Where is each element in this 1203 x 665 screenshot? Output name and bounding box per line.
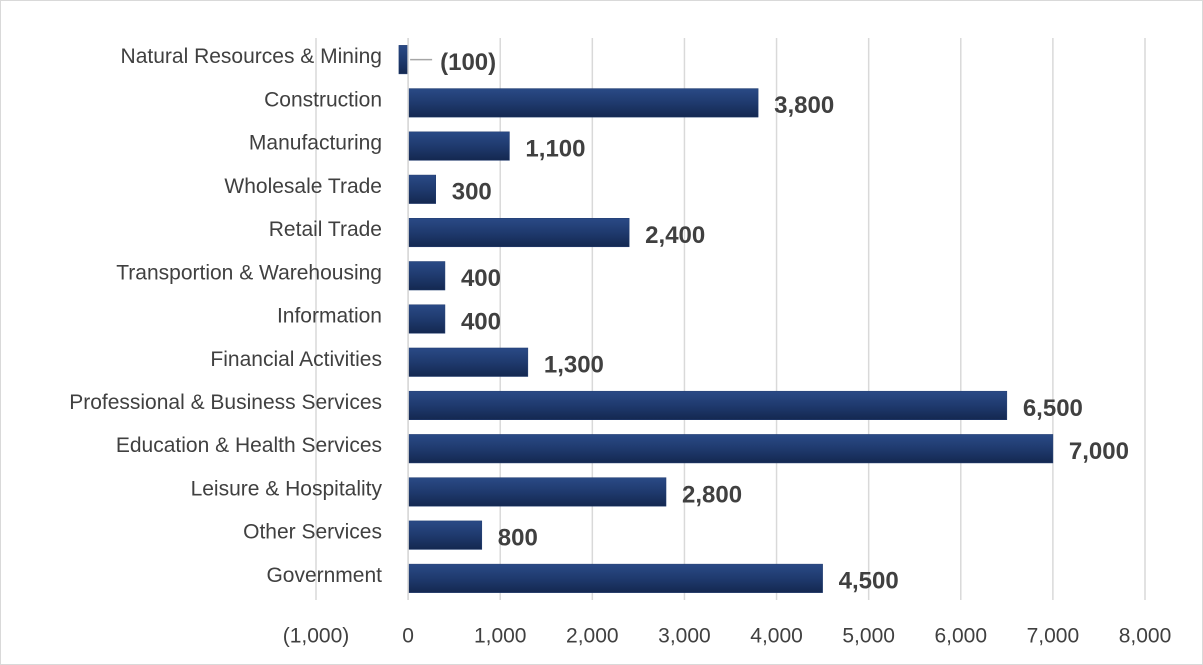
data-label: (100) <box>440 49 496 76</box>
x-tick-label: 4,000 <box>750 625 803 648</box>
data-label: 2,800 <box>682 481 742 508</box>
bar <box>407 131 510 161</box>
bar <box>407 218 630 248</box>
data-label: 1,300 <box>544 352 604 379</box>
category-label: Manufacturing <box>249 132 382 155</box>
x-tick-label: 8,000 <box>1119 625 1172 648</box>
category-label: Other Services <box>243 521 382 544</box>
category-label: Education & Health Services <box>116 434 382 457</box>
bar <box>407 477 667 507</box>
x-tick-label: 5,000 <box>842 625 895 648</box>
category-label: Financial Activities <box>210 348 382 371</box>
data-label: 6,500 <box>1023 395 1083 422</box>
bar <box>398 45 409 75</box>
bar <box>407 304 446 334</box>
data-label: 1,100 <box>525 135 585 162</box>
category-label: Wholesale Trade <box>224 175 382 198</box>
data-label: 7,000 <box>1069 438 1129 465</box>
bar <box>407 261 446 291</box>
bar <box>407 434 1054 464</box>
bar <box>407 347 529 377</box>
data-label: 800 <box>498 524 538 551</box>
category-label: Retail Trade <box>269 218 382 241</box>
x-tick-label: 6,000 <box>934 625 987 648</box>
bar <box>407 88 759 118</box>
data-label: 400 <box>461 265 501 292</box>
data-label: 400 <box>461 308 501 335</box>
category-label: Transportion & Warehousing <box>116 261 382 284</box>
category-label: Professional & Business Services <box>69 391 382 414</box>
data-label: 3,800 <box>774 92 834 119</box>
category-label: Leisure & Hospitality <box>191 477 383 500</box>
x-tick-label: 3,000 <box>658 625 711 648</box>
x-tick-label: 1,000 <box>474 625 527 648</box>
x-tick-label: 2,000 <box>566 625 619 648</box>
bar <box>407 390 1008 420</box>
x-tick-label: 7,000 <box>1027 625 1080 648</box>
bar <box>407 174 436 204</box>
category-label: Natural Resources & Mining <box>121 45 382 68</box>
category-label: Government <box>266 564 382 587</box>
data-label: 2,400 <box>645 222 705 249</box>
data-label: 4,500 <box>839 568 899 595</box>
data-label: 300 <box>452 179 492 206</box>
bar <box>407 563 823 593</box>
x-tick-label: (1,000) <box>283 625 350 648</box>
category-label: Construction <box>264 88 382 111</box>
category-label: Information <box>277 305 382 328</box>
x-tick-label: 0 <box>402 625 414 648</box>
bar <box>407 520 483 550</box>
